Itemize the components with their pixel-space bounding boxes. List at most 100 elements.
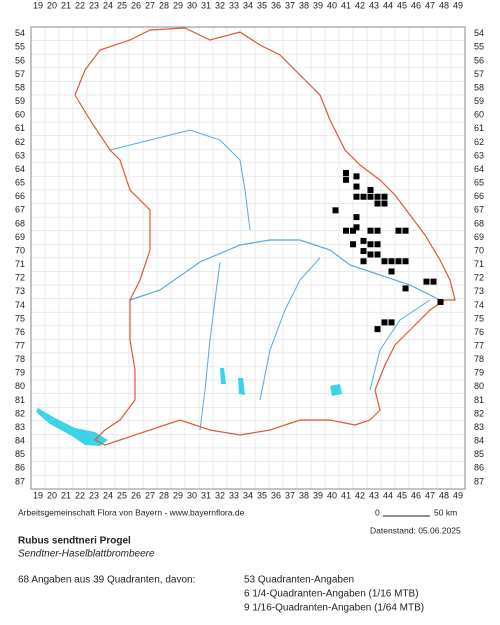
column-label: 45 xyxy=(397,490,407,500)
row-label: 63 xyxy=(15,150,25,160)
column-label: 33 xyxy=(229,0,239,10)
occurrence xyxy=(374,227,381,234)
column-label: 27 xyxy=(145,0,155,10)
row-label: 72 xyxy=(474,273,484,283)
occurrence xyxy=(343,176,349,183)
occurrence xyxy=(395,258,402,265)
row-label: 75 xyxy=(474,313,484,323)
scale-start: 0 xyxy=(375,507,380,517)
occurrence xyxy=(381,200,388,207)
occurrence xyxy=(381,319,388,326)
column-label: 19 xyxy=(33,0,43,10)
occurrence xyxy=(374,326,381,333)
occurrence xyxy=(423,278,430,285)
column-label: 39 xyxy=(313,0,323,10)
occurrence xyxy=(332,207,339,214)
row-label: 85 xyxy=(474,449,484,459)
row-label: 54 xyxy=(15,28,25,38)
column-label: 44 xyxy=(383,490,393,500)
column-label: 36 xyxy=(271,490,281,500)
column-label: 39 xyxy=(313,490,323,500)
breakdown: 53 Quadranten-Angaben xyxy=(244,575,354,586)
breakdown: 9 1/16-Quadranten-Angaben (1/64 MTB) xyxy=(244,603,424,614)
column-label: 36 xyxy=(271,0,281,10)
river xyxy=(199,261,221,431)
row-label: 87 xyxy=(474,476,484,486)
credit: Arbeitsgemeinschaft Flora von Bayern - w… xyxy=(18,507,245,517)
row-label: 60 xyxy=(474,110,484,120)
column-label: 37 xyxy=(285,490,295,500)
occurrence xyxy=(381,193,388,200)
summary: 68 Angaben aus 39 Quadranten, davon: xyxy=(18,575,195,586)
row-label: 82 xyxy=(474,408,484,418)
column-label: 25 xyxy=(117,490,127,500)
lake xyxy=(238,378,245,395)
row-label: 85 xyxy=(15,449,25,459)
river xyxy=(129,239,441,301)
occurrence xyxy=(374,251,381,258)
occurrence xyxy=(430,278,437,285)
occurrence xyxy=(437,298,444,305)
occurrence xyxy=(388,258,395,265)
column-label: 22 xyxy=(75,490,85,500)
column-label: 29 xyxy=(173,490,183,500)
row-label: 61 xyxy=(474,123,484,133)
column-label: 34 xyxy=(243,490,253,500)
row-label: 76 xyxy=(474,327,484,337)
occurrence xyxy=(350,227,356,234)
row-label: 77 xyxy=(474,341,484,351)
column-label: 47 xyxy=(425,490,435,500)
column-label: 30 xyxy=(187,0,197,10)
occurrence xyxy=(367,186,374,193)
column-label: 46 xyxy=(411,0,421,10)
column-label: 49 xyxy=(453,490,463,500)
column-label: 20 xyxy=(47,0,57,10)
column-label: 48 xyxy=(439,0,449,10)
column-label: 47 xyxy=(425,0,435,10)
row-label: 80 xyxy=(474,381,484,391)
breakdown: 6 1/4-Quadranten-Angaben (1/16 MTB) xyxy=(244,589,419,600)
row-label: 67 xyxy=(15,205,25,215)
date: Datenstand: 05.06.2025 xyxy=(370,525,461,535)
column-label: 25 xyxy=(117,0,127,10)
row-label: 63 xyxy=(474,150,484,160)
occurrence xyxy=(374,200,381,207)
occurrence xyxy=(402,285,409,292)
grid-labels: 19 19 20 20 21 21 22 22 23 23 24 24 25 25 26 26 27 27 28 28… xyxy=(15,0,484,500)
row-label: 84 xyxy=(474,436,484,446)
column-label: 42 xyxy=(355,0,365,10)
row-label: 56 xyxy=(15,55,25,65)
row-label: 66 xyxy=(474,191,484,201)
lake xyxy=(220,368,226,384)
row-label: 84 xyxy=(15,436,25,446)
species: Rubus sendtneri Progel xyxy=(18,536,131,547)
map-frame xyxy=(30,26,466,490)
column-label: 31 xyxy=(201,0,211,10)
river xyxy=(259,257,321,401)
occurrence xyxy=(353,214,360,221)
column-label: 40 xyxy=(327,0,337,10)
column-label: 48 xyxy=(439,490,449,500)
column-label: 44 xyxy=(383,0,393,10)
column-label: 20 xyxy=(47,490,57,500)
column-label: 22 xyxy=(75,0,85,10)
river xyxy=(369,299,431,391)
column-label: 32 xyxy=(215,0,225,10)
row-label: 83 xyxy=(15,422,25,432)
column-label: 43 xyxy=(369,0,379,10)
column-label: 41 xyxy=(341,0,351,10)
occurrence xyxy=(360,258,367,265)
column-label: 28 xyxy=(159,0,169,10)
column-label: 38 xyxy=(299,0,309,10)
row-label: 73 xyxy=(474,286,484,296)
row-label: 59 xyxy=(15,96,25,106)
column-label: 33 xyxy=(229,490,239,500)
row-label: 79 xyxy=(15,368,25,378)
occurrence xyxy=(353,173,360,180)
occurrence xyxy=(353,224,360,231)
row-label: 78 xyxy=(474,354,484,364)
column-label: 24 xyxy=(103,0,113,10)
occurrences xyxy=(332,169,444,333)
